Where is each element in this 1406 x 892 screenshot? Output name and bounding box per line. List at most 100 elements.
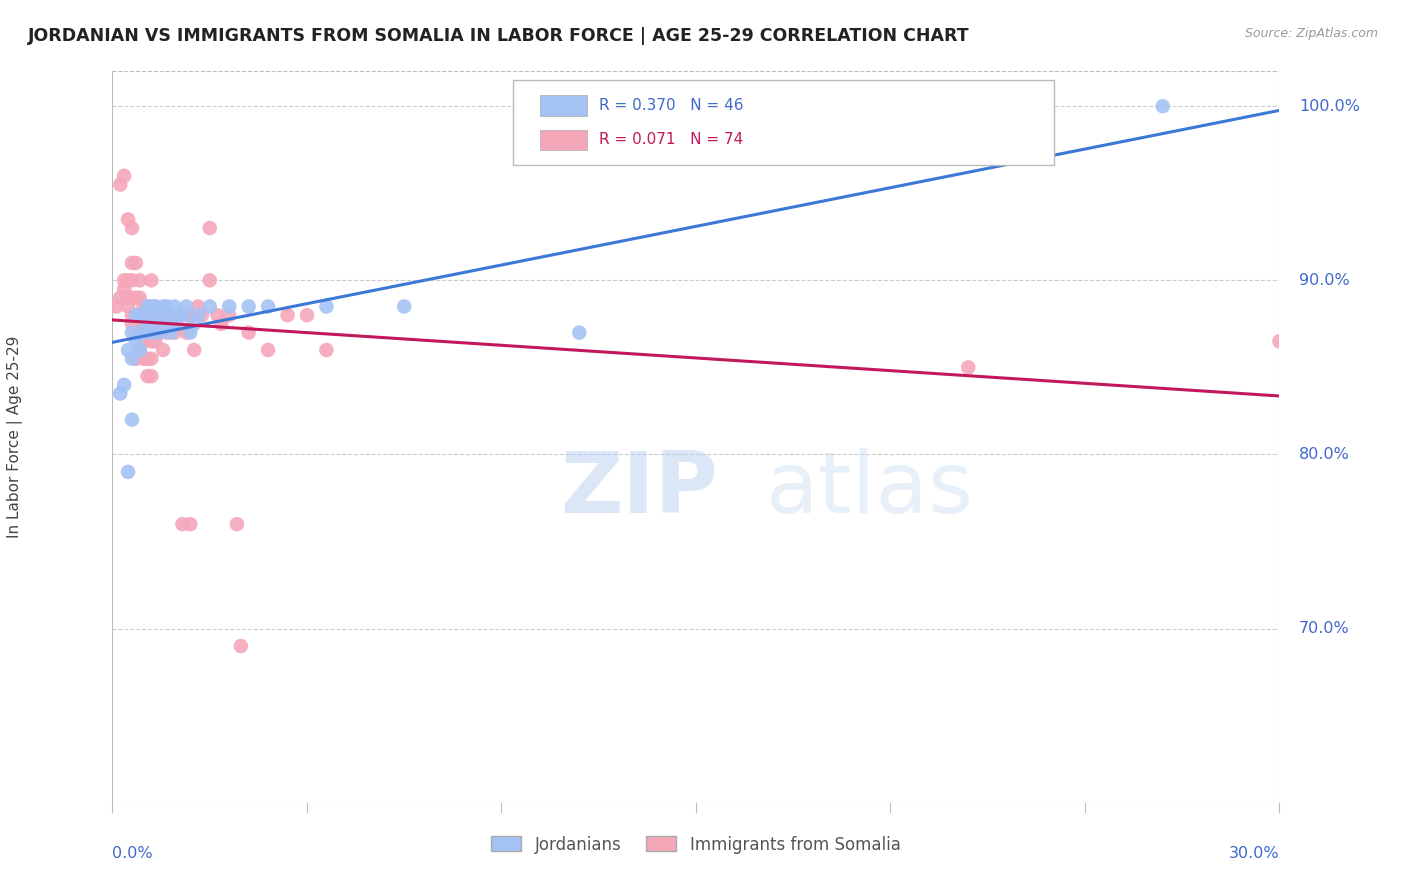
Text: JORDANIAN VS IMMIGRANTS FROM SOMALIA IN LABOR FORCE | AGE 25-29 CORRELATION CHAR: JORDANIAN VS IMMIGRANTS FROM SOMALIA IN …: [28, 27, 970, 45]
Point: [132, 317, 155, 331]
Point: [117, 343, 139, 357]
Point: [163, 326, 186, 340]
Point: [128, 273, 150, 287]
Point: [1152, 99, 1174, 113]
Point: [176, 326, 198, 340]
Point: [128, 308, 150, 322]
Text: 90.0%: 90.0%: [1299, 273, 1350, 288]
Point: [117, 212, 139, 227]
Point: [179, 308, 201, 322]
Point: [141, 273, 163, 287]
Point: [183, 317, 205, 331]
Point: [121, 273, 143, 287]
Point: [152, 317, 174, 331]
Text: 100.0%: 100.0%: [1299, 99, 1360, 113]
Point: [1268, 334, 1291, 349]
Point: [160, 308, 183, 322]
Point: [117, 300, 139, 314]
Point: [183, 343, 205, 357]
Point: [257, 343, 280, 357]
Point: [187, 308, 209, 322]
Text: 80.0%: 80.0%: [1299, 447, 1350, 462]
Point: [136, 351, 159, 366]
Text: 30.0%: 30.0%: [1229, 847, 1279, 862]
Point: [110, 178, 132, 192]
Point: [121, 326, 143, 340]
Point: [125, 308, 148, 322]
Point: [132, 351, 155, 366]
Point: [121, 317, 143, 331]
Point: [128, 326, 150, 340]
Point: [125, 326, 148, 340]
Point: [238, 300, 260, 314]
Point: [136, 300, 159, 314]
Legend: Jordanians, Immigrants from Somalia: Jordanians, Immigrants from Somalia: [485, 829, 907, 860]
FancyBboxPatch shape: [540, 95, 588, 116]
Point: [141, 317, 163, 331]
Point: [143, 300, 166, 314]
Point: [238, 326, 260, 340]
Point: [207, 308, 229, 322]
Point: [128, 308, 150, 322]
Point: [160, 326, 183, 340]
Text: In Labor Force | Age 25-29: In Labor Force | Age 25-29: [7, 336, 24, 538]
Point: [112, 282, 135, 296]
Text: 70.0%: 70.0%: [1299, 621, 1350, 636]
Point: [121, 221, 143, 235]
Point: [176, 300, 198, 314]
Text: 0.0%: 0.0%: [112, 847, 153, 862]
Point: [132, 334, 155, 349]
Point: [315, 343, 337, 357]
Point: [117, 291, 139, 305]
Point: [121, 308, 143, 322]
Point: [125, 308, 148, 322]
Point: [110, 386, 132, 401]
Point: [125, 351, 148, 366]
Point: [148, 308, 170, 322]
Point: [125, 334, 148, 349]
Text: ZIP: ZIP: [560, 448, 717, 531]
Point: [136, 308, 159, 322]
Text: R = 0.071   N = 74: R = 0.071 N = 74: [599, 133, 742, 147]
Point: [167, 308, 190, 322]
Point: [121, 291, 143, 305]
Point: [132, 326, 155, 340]
Point: [110, 291, 132, 305]
Point: [176, 308, 198, 322]
Point: [128, 343, 150, 357]
Point: [125, 256, 148, 270]
Point: [187, 300, 209, 314]
Point: [148, 308, 170, 322]
Point: [163, 317, 186, 331]
Point: [156, 317, 179, 331]
Point: [121, 351, 143, 366]
Point: [198, 221, 221, 235]
Point: [172, 517, 194, 532]
Point: [257, 300, 280, 314]
Point: [218, 308, 240, 322]
Point: [957, 360, 980, 375]
Point: [156, 308, 179, 322]
Text: atlas: atlas: [766, 448, 974, 531]
Point: [218, 300, 240, 314]
Point: [128, 343, 150, 357]
Point: [152, 308, 174, 322]
Point: [141, 308, 163, 322]
Point: [128, 291, 150, 305]
Text: R = 0.370   N = 46: R = 0.370 N = 46: [599, 98, 744, 113]
Point: [136, 326, 159, 340]
Point: [141, 334, 163, 349]
Point: [315, 300, 337, 314]
Point: [295, 308, 318, 322]
Point: [198, 300, 221, 314]
Point: [141, 369, 163, 384]
Point: [160, 308, 183, 322]
Point: [112, 273, 135, 287]
Point: [143, 317, 166, 331]
Point: [117, 273, 139, 287]
Point: [152, 300, 174, 314]
Point: [191, 308, 214, 322]
Point: [229, 639, 252, 653]
Point: [141, 300, 163, 314]
Text: Source: ZipAtlas.com: Source: ZipAtlas.com: [1244, 27, 1378, 40]
